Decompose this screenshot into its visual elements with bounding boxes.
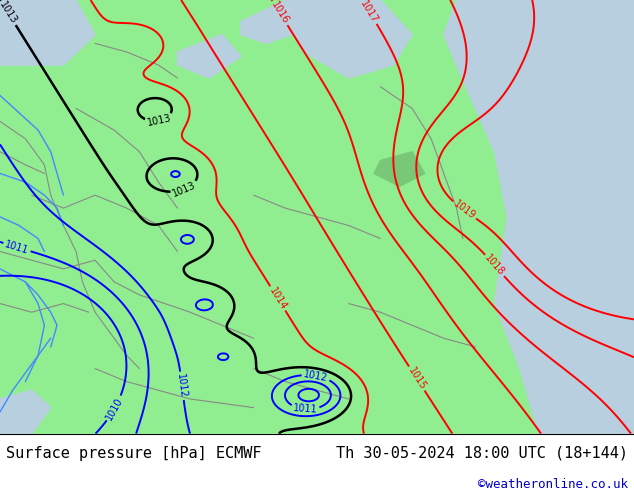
Polygon shape	[374, 152, 425, 187]
Text: 1010: 1010	[104, 395, 125, 421]
Text: 1012: 1012	[303, 369, 329, 383]
Text: Th 30-05-2024 18:00 UTC (18+144): Th 30-05-2024 18:00 UTC (18+144)	[335, 446, 628, 461]
Text: 1014: 1014	[267, 285, 288, 312]
Polygon shape	[0, 390, 51, 434]
Polygon shape	[0, 0, 95, 65]
Text: 1019: 1019	[451, 199, 477, 221]
Text: 1012: 1012	[176, 373, 188, 399]
Text: 1016: 1016	[269, 0, 290, 26]
Text: 1013: 1013	[0, 0, 19, 26]
Text: 1013: 1013	[171, 180, 198, 199]
Polygon shape	[241, 0, 317, 44]
Text: 1011: 1011	[4, 239, 30, 256]
Text: 1013: 1013	[146, 113, 172, 128]
Text: 1018: 1018	[482, 253, 507, 278]
Polygon shape	[285, 0, 412, 78]
Text: Surface pressure [hPa] ECMWF: Surface pressure [hPa] ECMWF	[6, 446, 262, 461]
Text: ©weatheronline.co.uk: ©weatheronline.co.uk	[477, 478, 628, 490]
Text: 1017: 1017	[359, 0, 380, 24]
Text: 1011: 1011	[293, 403, 318, 415]
Polygon shape	[178, 35, 241, 78]
Polygon shape	[0, 0, 634, 434]
Text: 1015: 1015	[406, 366, 428, 392]
Polygon shape	[444, 0, 634, 434]
